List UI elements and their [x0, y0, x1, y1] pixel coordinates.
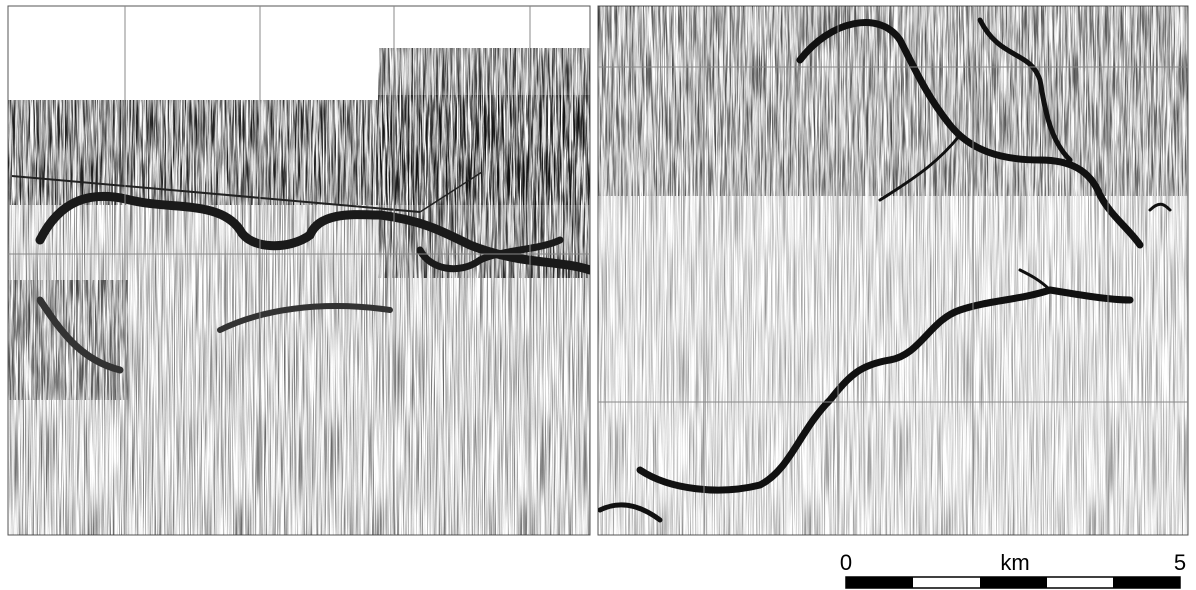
- scale-bar: 0 km 5: [840, 550, 1186, 589]
- left-panel: [7, 5, 591, 536]
- scale-start-label: 0: [840, 550, 852, 575]
- scale-end-label: 5: [1174, 550, 1186, 575]
- scale-unit-label: km: [1000, 550, 1029, 575]
- right-panel: [597, 5, 1189, 536]
